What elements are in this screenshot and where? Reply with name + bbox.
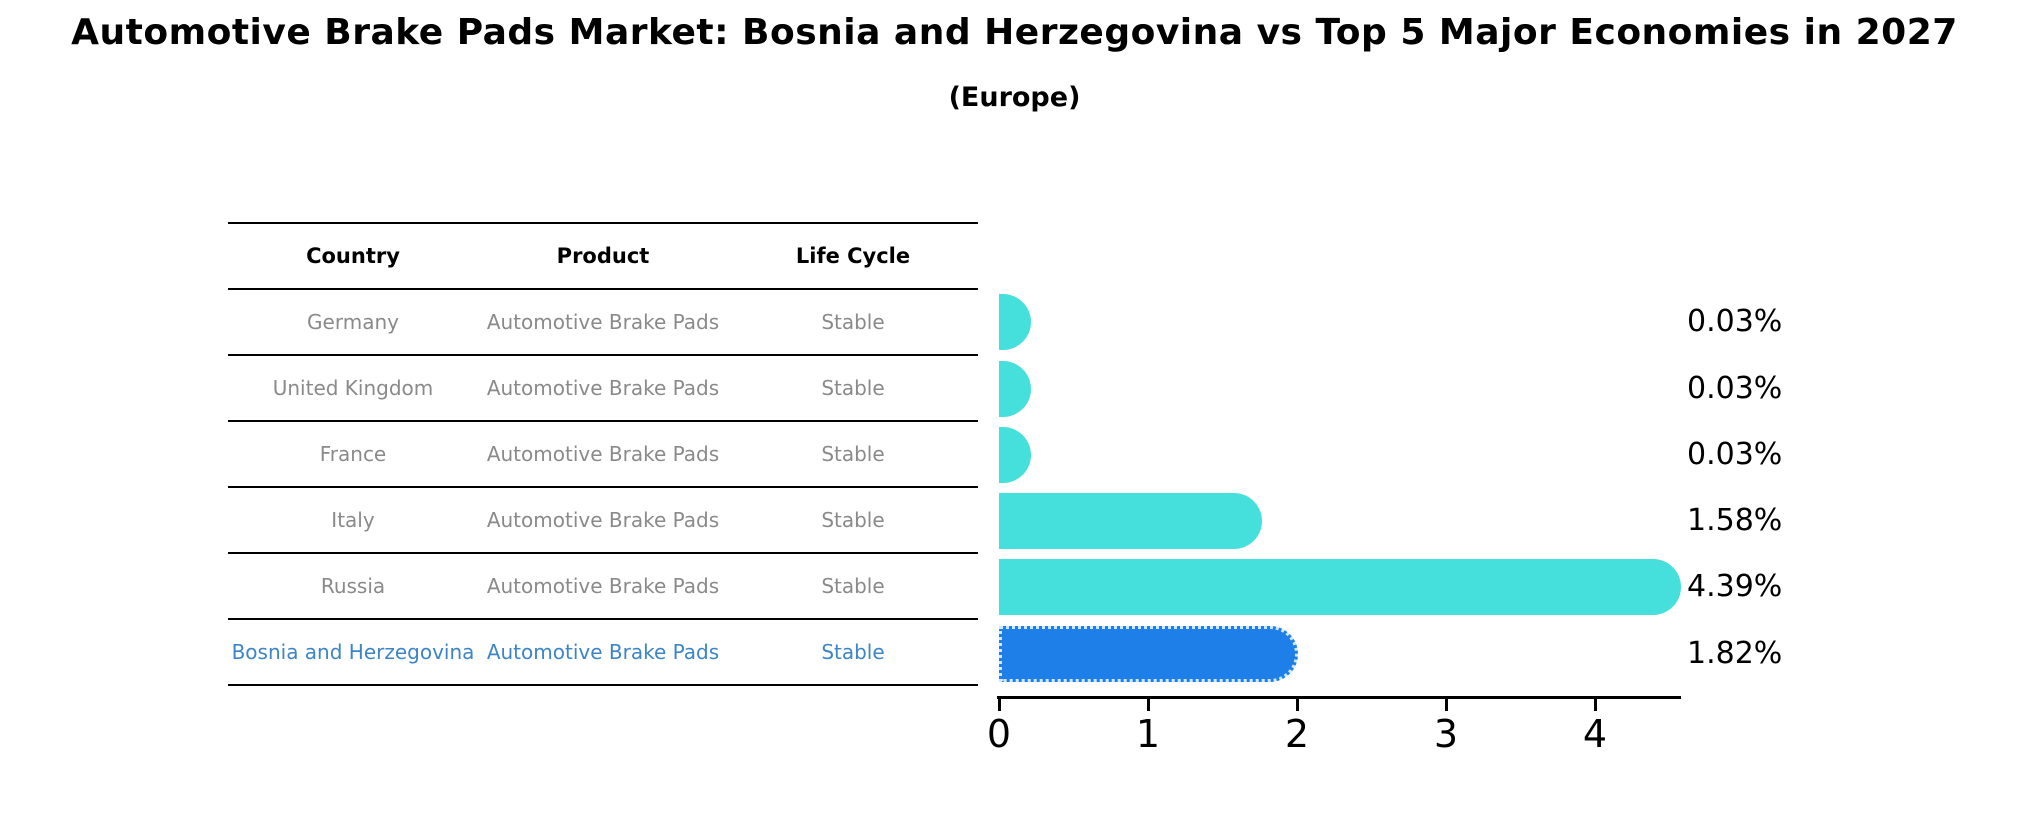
table-row-bosnia-and-herzegovina: Bosnia and Herzegovina Automotive Brake … <box>228 620 978 686</box>
bar-russia <box>999 559 1681 615</box>
product-cell: Automotive Brake Pads <box>486 508 720 532</box>
country-cell: Italy <box>331 508 375 532</box>
x-axis-tick <box>1147 699 1150 711</box>
bar-italy <box>999 493 1262 549</box>
country-cell: United Kingdom <box>272 376 434 400</box>
bar-value-label: 1.82% <box>1687 636 1783 671</box>
chart-title: Automotive Brake Pads Market: Bosnia and… <box>71 12 1958 53</box>
country-cell: France <box>319 442 387 466</box>
table-header-row: Country Product Life Cycle <box>228 222 978 290</box>
bar-value-label: 0.03% <box>1687 437 1783 472</box>
product-cell: Automotive Brake Pads <box>486 574 720 598</box>
data-table: Country Product Life Cycle Germany Autom… <box>228 222 978 686</box>
bar-value-label: 1.58% <box>1687 503 1783 538</box>
bar-bosnia-and-herzegovina <box>999 626 1298 682</box>
bar-value-label: 4.39% <box>1687 569 1783 604</box>
product-cell: Automotive Brake Pads <box>486 310 720 334</box>
table-row-united-kingdom: United Kingdom Automotive Brake Pads Sta… <box>228 356 978 422</box>
x-axis-tick <box>1445 699 1448 711</box>
product-cell: Automotive Brake Pads <box>486 442 720 466</box>
table-row-italy: Italy Automotive Brake Pads Stable <box>228 488 978 554</box>
x-axis-line <box>997 696 1681 699</box>
product-cell: Automotive Brake Pads <box>486 376 720 400</box>
bar-germany <box>999 294 1031 350</box>
life-cycle-cell: Stable <box>821 310 885 334</box>
table-row-germany: Germany Automotive Brake Pads Stable <box>228 290 978 356</box>
country-cell: Russia <box>320 574 386 598</box>
chart-subtitle: (Europe) <box>948 82 1081 113</box>
x-axis-tick-label: 0 <box>986 712 1012 756</box>
life-cycle-cell: Stable <box>821 376 885 400</box>
bar-value-label: 0.03% <box>1687 304 1783 339</box>
column-header-country: Country <box>306 244 400 268</box>
column-header-product: Product <box>556 244 650 268</box>
product-cell: Automotive Brake Pads <box>486 640 720 664</box>
country-cell: Bosnia and Herzegovina <box>231 640 475 664</box>
x-axis-tick <box>1594 699 1597 711</box>
bar-france <box>999 427 1031 483</box>
bar-united-kingdom <box>999 361 1031 417</box>
table-row-france: France Automotive Brake Pads Stable <box>228 422 978 488</box>
country-cell: Germany <box>307 310 399 334</box>
x-axis-tick-label: 2 <box>1284 712 1310 756</box>
x-axis-tick-label: 1 <box>1135 712 1161 756</box>
life-cycle-cell: Stable <box>821 574 885 598</box>
bar-value-label: 0.03% <box>1687 371 1783 406</box>
x-axis-tick-label: 3 <box>1433 712 1459 756</box>
x-axis-tick <box>998 699 1001 711</box>
x-axis-tick <box>1296 699 1299 711</box>
column-header-life-cycle: Life Cycle <box>795 244 911 268</box>
x-axis-tick-label: 4 <box>1582 712 1608 756</box>
life-cycle-cell: Stable <box>821 640 885 664</box>
table-row-russia: Russia Automotive Brake Pads Stable <box>228 554 978 620</box>
life-cycle-cell: Stable <box>821 442 885 466</box>
life-cycle-cell: Stable <box>821 508 885 532</box>
